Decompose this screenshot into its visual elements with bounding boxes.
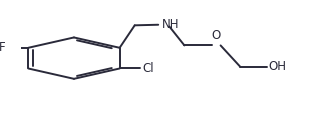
Text: O: O bbox=[212, 29, 221, 42]
Text: NH: NH bbox=[162, 18, 179, 31]
Text: OH: OH bbox=[269, 60, 287, 73]
Text: F: F bbox=[0, 41, 6, 54]
Text: Cl: Cl bbox=[142, 62, 154, 75]
